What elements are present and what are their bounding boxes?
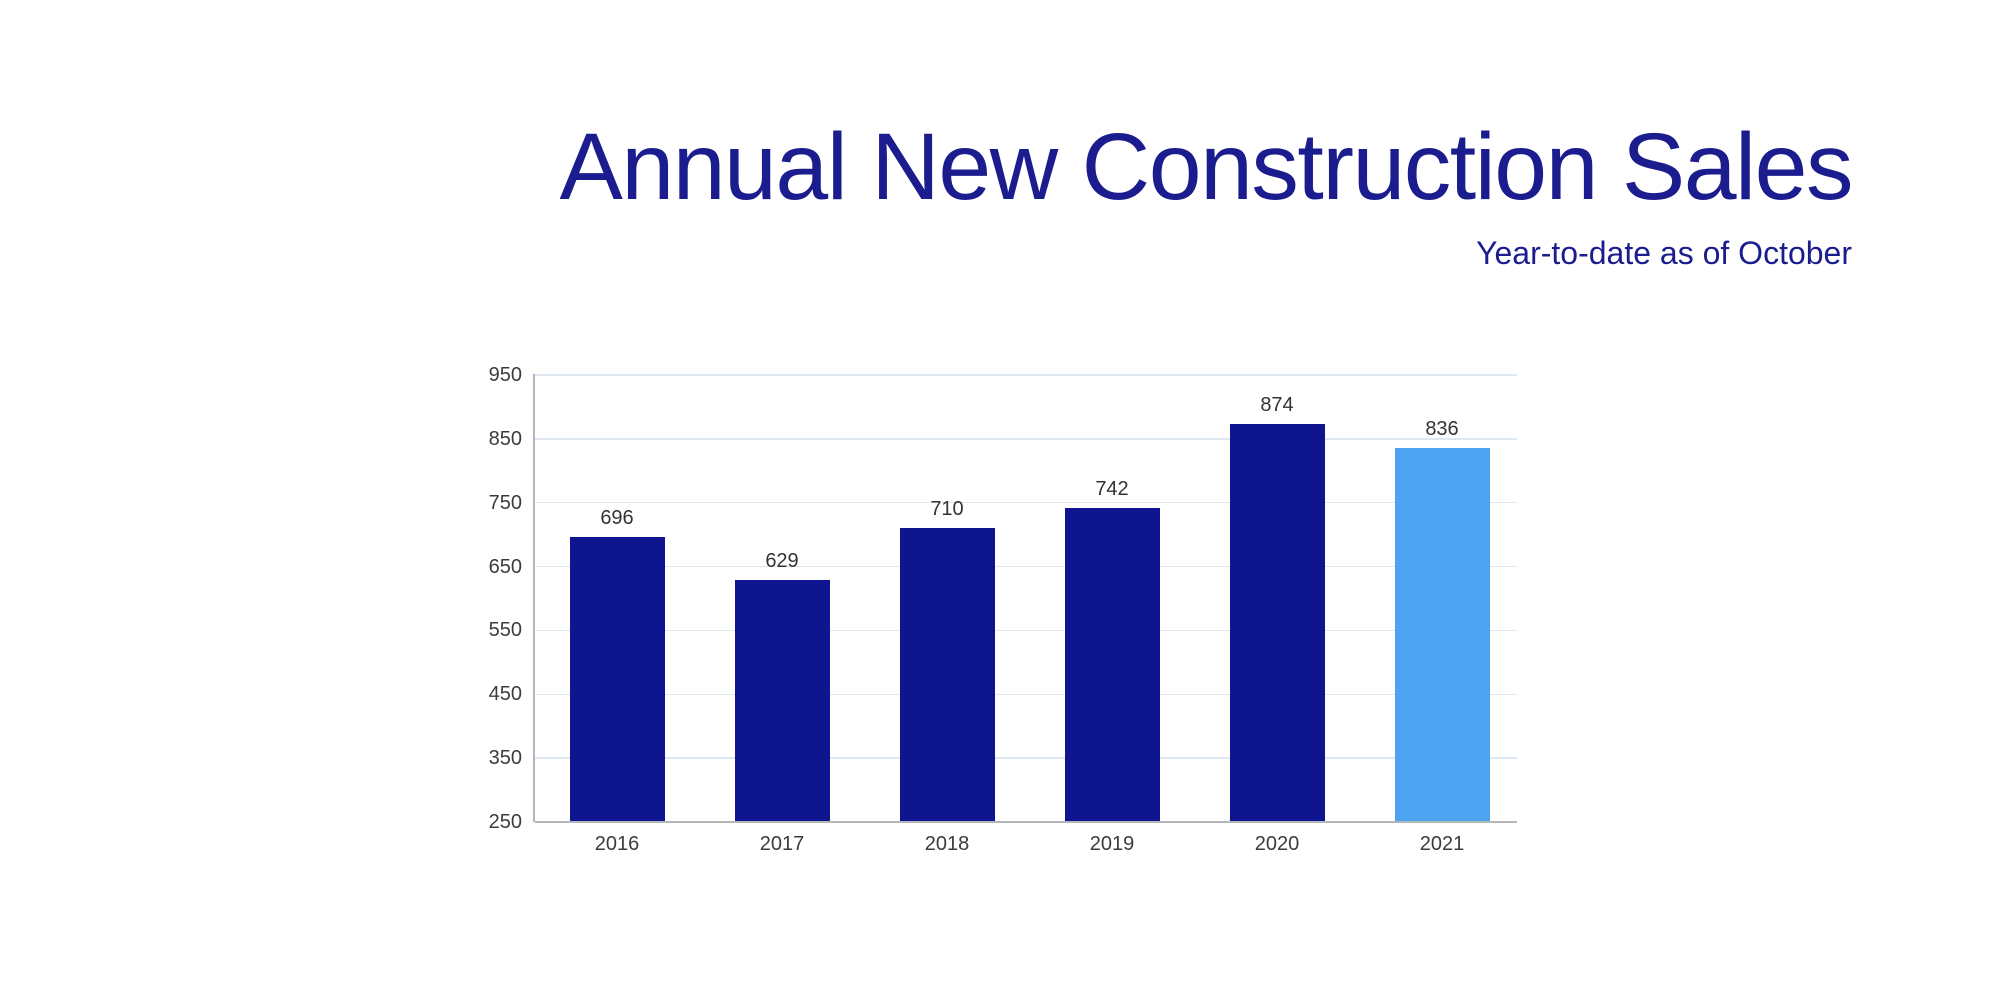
y-tick-label-750: 750	[488, 491, 522, 514]
x-tick-label-2019: 2019	[1089, 833, 1135, 855]
bar-value-label-2019: 742	[1095, 477, 1129, 500]
gridline-850	[535, 438, 1517, 440]
y-tick-label-650: 650	[488, 555, 522, 578]
y-tick-label-350: 350	[488, 747, 522, 770]
bar-value-label-2017: 629	[765, 549, 799, 572]
bar-value-label-2016: 696	[600, 507, 634, 530]
chart-subtitle: Year-to-date as of October	[1476, 235, 1852, 271]
gridline-950	[535, 374, 1517, 376]
x-tick-label-2021: 2021	[1419, 833, 1465, 855]
y-tick-label-450: 450	[488, 683, 522, 706]
bar-2020	[1229, 423, 1325, 821]
y-tick-label-850: 850	[488, 427, 522, 450]
bar-2019	[1064, 507, 1160, 821]
bar-value-label-2020: 874	[1260, 393, 1294, 416]
bar-2017	[734, 579, 830, 821]
x-tick-label-2020: 2020	[1254, 833, 1300, 855]
gridline-350	[535, 757, 1517, 759]
gridline-750	[535, 501, 1517, 504]
y-tick-label-950: 950	[488, 364, 522, 386]
x-axis-line	[535, 821, 1517, 823]
chart-title: Annual New Construction Sales	[559, 114, 1854, 220]
x-tick-label-2018: 2018	[924, 833, 970, 855]
bar-2018	[899, 528, 995, 821]
y-tick-label-250: 250	[488, 811, 522, 833]
x-tick-label-2016: 2016	[594, 833, 640, 855]
y-tick-label-550: 550	[488, 619, 522, 642]
bar-2021	[1394, 447, 1490, 821]
bar-value-label-2018: 710	[930, 498, 964, 521]
gridline-550	[535, 629, 1517, 632]
gridline-650	[535, 565, 1517, 568]
bar-value-label-2021: 836	[1425, 417, 1459, 440]
bar-2016	[569, 537, 665, 821]
y-axis-line	[533, 374, 535, 822]
gridline-450	[535, 693, 1517, 696]
x-tick-label-2017: 2017	[759, 833, 805, 855]
